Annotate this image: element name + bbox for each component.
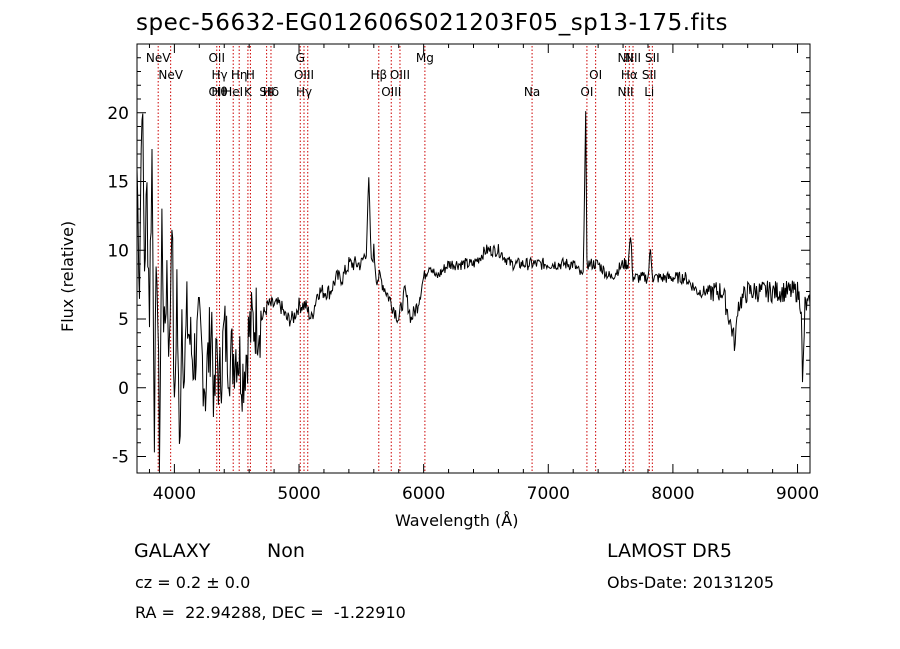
- line-labels: NeVNeVOIIOIIHγHθHeIHηKHSIIHδGOIIIHγHβOII…: [146, 51, 660, 99]
- class-label: GALAXY: [134, 540, 211, 562]
- line-label-bottom: Hδ: [263, 85, 279, 99]
- y-axis-label: Flux (relative): [58, 220, 77, 332]
- line-label-bottom: OII: [208, 85, 225, 99]
- line-label-top: NII: [625, 51, 641, 65]
- line-label-bottom: NII: [618, 85, 634, 99]
- x-tick-label: 6000: [402, 484, 445, 504]
- line-label-bottom: SII: [259, 85, 274, 99]
- x-tick-label: 7000: [527, 484, 570, 504]
- y-tick-label: 20: [107, 104, 129, 124]
- spectrum-line: [136, 111, 811, 474]
- line-label-top: Hβ: [370, 68, 387, 82]
- y-tick-label: -5: [112, 448, 129, 468]
- line-label-top: Hα: [621, 68, 638, 82]
- y-tick-label: 0: [118, 379, 129, 399]
- line-label-top: OIII: [294, 68, 314, 82]
- line-label-bottom: Hγ: [296, 85, 312, 99]
- y-tick-label: 10: [107, 241, 129, 261]
- x-tick-label: 8000: [651, 484, 694, 504]
- spectrum-layer: [136, 111, 811, 474]
- obs-date-label: Obs-Date: 20131205: [607, 573, 775, 592]
- line-label-top: Hγ: [211, 68, 227, 82]
- survey-label: LAMOST DR5: [607, 540, 732, 562]
- y-tick-label: 5: [118, 310, 129, 330]
- plot-frame: [136, 43, 811, 474]
- y-tick-label: 15: [107, 173, 129, 193]
- x-tick-label: 4000: [153, 484, 196, 504]
- line-label-top: NeV: [146, 51, 171, 65]
- line-label-bottom: Li: [644, 85, 654, 99]
- axes: 4000 5000 6000 7000 8000 9000 -5 0 5 10 15 20: [107, 43, 819, 504]
- line-label-top: SII: [642, 68, 657, 82]
- line-label-top: NeV: [158, 68, 183, 82]
- line-label-top: OIII: [390, 68, 410, 82]
- x-axis-label: Wavelength (Å): [395, 511, 519, 530]
- line-label-bottom: HeI: [223, 85, 243, 99]
- cz-label: cz = 0.2 ± 0.0: [135, 573, 251, 592]
- line-label-bottom: Hθ: [211, 85, 227, 99]
- line-label-top: SII: [645, 51, 660, 65]
- radec-label: RA = 22.94288, DEC = -1.22910: [135, 603, 406, 622]
- line-label-top: Hη: [231, 68, 248, 82]
- chart-title: spec-56632-EG012606S021203F05_sp13-175.f…: [136, 10, 729, 36]
- line-label-top: Mg: [416, 51, 434, 65]
- line-label-bottom: OIII: [381, 85, 401, 99]
- line-label-top: H: [246, 68, 255, 82]
- line-label-bottom: Na: [524, 85, 540, 99]
- subclass-label: Non: [267, 540, 305, 562]
- line-label-top: NII: [618, 51, 634, 65]
- line-label-top: G: [296, 51, 305, 65]
- line-label-top: OII: [208, 51, 225, 65]
- x-tick-label: 5000: [277, 484, 320, 504]
- x-tick-label: 9000: [776, 484, 819, 504]
- line-markers: [157, 46, 653, 471]
- line-label-bottom: OI: [580, 85, 593, 99]
- line-label-bottom: K: [244, 85, 253, 99]
- line-label-top: OI: [589, 68, 602, 82]
